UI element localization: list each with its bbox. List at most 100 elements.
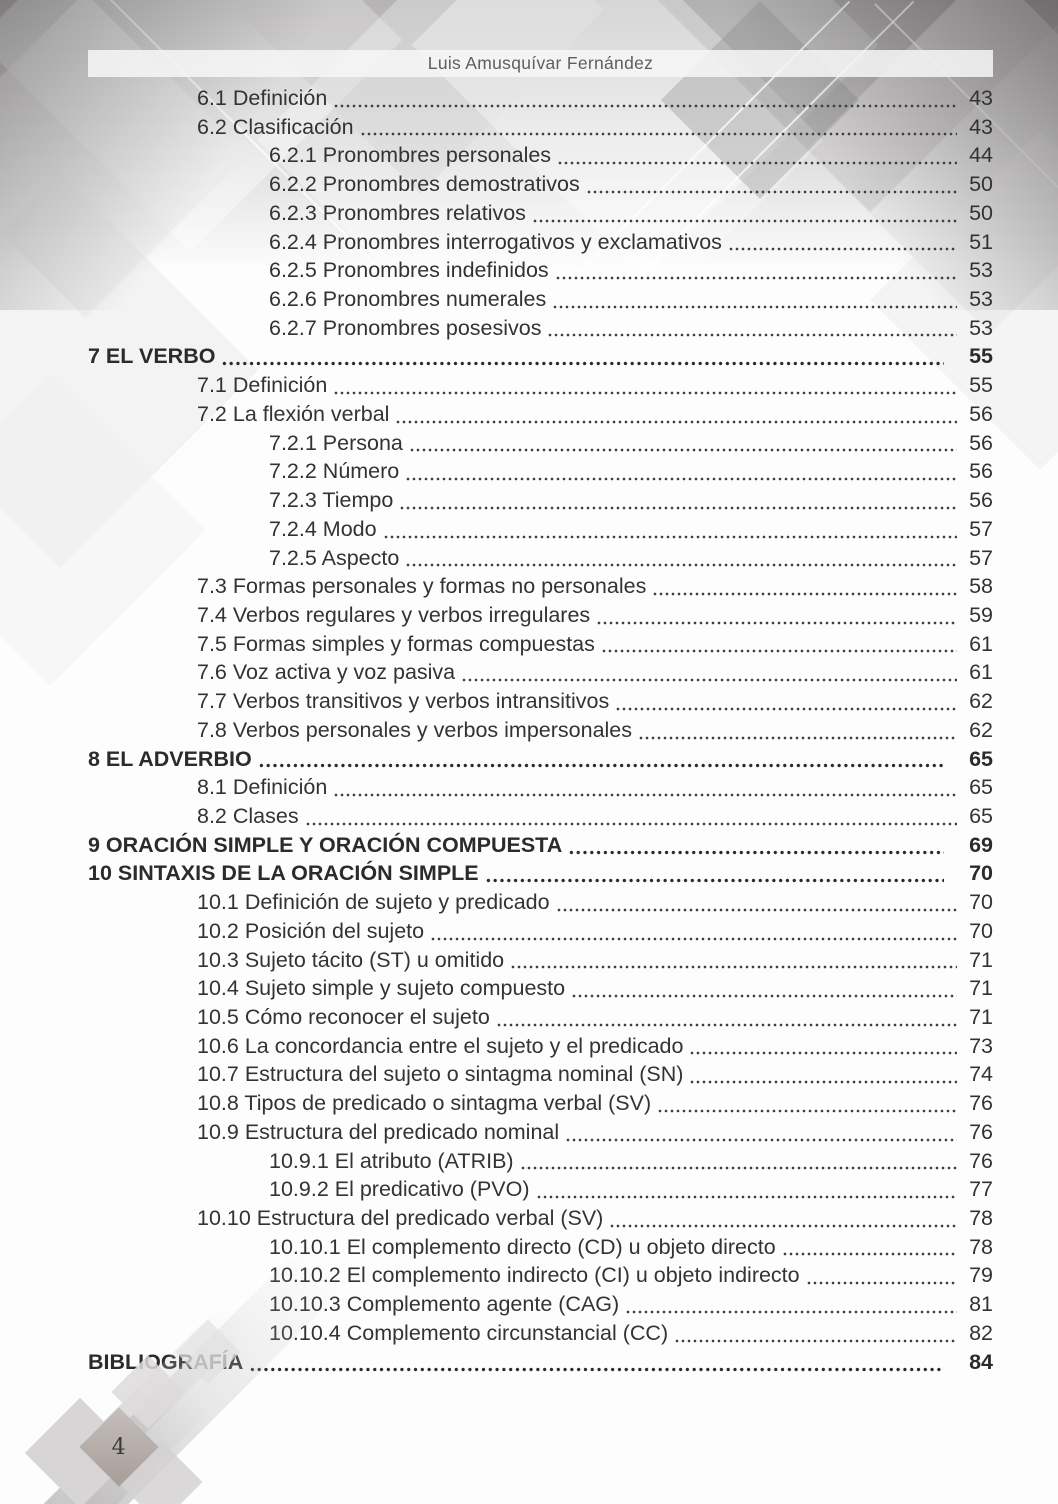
- toc-entry-page: 55: [969, 373, 993, 398]
- dotted-leader: [382, 516, 957, 546]
- toc-entry-page: 69: [969, 832, 993, 857]
- toc-entry: 10.9.1 El atributo (ATRIB) 76: [0, 1148, 993, 1178]
- diamond-shape: [117, 1439, 203, 1504]
- toc-entry-page: 55: [969, 344, 993, 369]
- toc-entry-page: 61: [969, 631, 993, 656]
- dotted-leader: [625, 1292, 957, 1321]
- toc-entry-label: 10.10.4 Complemento circunstancial (CC): [269, 1320, 669, 1345]
- toc-entry-label: 6.2.4 Pronombres interrogativos y exclam…: [269, 229, 722, 254]
- running-header: Luis Amusquívar Fernández: [88, 50, 993, 77]
- toc-entry-page: 78: [969, 1206, 993, 1231]
- dotted-leader: [221, 344, 944, 374]
- toc-entry-label: 6.2.7 Pronombres posesivos: [269, 315, 542, 340]
- toc-entry-page: 61: [969, 660, 993, 685]
- dotted-leader: [333, 775, 957, 804]
- toc-entry-label: 10.10.2 El complemento indirecto (CI) u …: [269, 1263, 800, 1288]
- toc-entry-page: 53: [969, 258, 993, 283]
- diagonal-band: [77, 1367, 233, 1504]
- toc-entry: 6.2.7 Pronombres posesivos 53: [0, 315, 993, 345]
- dotted-leader: [600, 631, 957, 661]
- toc-entry-label: 10.4 Sujeto simple y sujeto compuesto: [197, 976, 566, 1001]
- toc-entry: 10.10 Estructura del predicado verbal (S…: [0, 1206, 993, 1235]
- dotted-leader: [547, 315, 957, 345]
- toc-entry-page: 53: [969, 315, 993, 340]
- dotted-leader: [652, 574, 957, 603]
- toc-entry-page: 78: [969, 1234, 993, 1259]
- toc-entry-label: 7.1 Definición: [197, 373, 328, 398]
- toc-entry: 8.2 Clases 65: [0, 803, 993, 833]
- toc-entry-page: 71: [969, 947, 993, 972]
- toc-entry-label: 7.2.2 Número: [269, 459, 400, 484]
- toc-entry-label: 7.2.4 Modo: [269, 516, 377, 541]
- toc-entry: 6.1 Definición 43: [0, 86, 993, 115]
- toc-entry: 7.2.3 Tiempo 56: [0, 488, 993, 517]
- dotted-leader: [596, 602, 957, 632]
- diamond-shape: [24, 1397, 136, 1504]
- toc-entry: 10.10.3 Complemento agente (CAG) 81: [0, 1292, 993, 1321]
- toc-entry-page: 43: [969, 114, 993, 139]
- dotted-leader: [535, 1177, 957, 1207]
- toc-entry: 7.2.1 Persona 56: [0, 430, 993, 460]
- toc-entry: 10.5 Cómo reconocer el sujeto 71: [0, 1005, 993, 1034]
- toc-entry-label: 10.7 Estructura del sujeto o sintagma no…: [197, 1062, 684, 1087]
- toc-entry-label: 7.3 Formas personales y formas no person…: [197, 574, 647, 599]
- toc-entry-page: 73: [969, 1033, 993, 1058]
- toc-entry: 7 EL VERBO 55: [0, 344, 993, 374]
- toc-entry: 7.2.2 Número 56: [0, 459, 993, 489]
- toc-entry-label: 10.8 Tipos de predicado o sintagma verba…: [197, 1091, 652, 1116]
- toc-entry-page: 79: [969, 1263, 993, 1288]
- toc-entry: 7.2.4 Modo 57: [0, 516, 993, 546]
- toc-entry: 6.2 Clasificación 43: [0, 114, 993, 144]
- toc-entry-label: 10 SINTAXIS DE LA ORACIÓN SIMPLE: [88, 861, 479, 886]
- toc-entry-page: 74: [969, 1062, 993, 1087]
- dotted-leader: [405, 459, 957, 489]
- toc-entry: 7.4 Verbos regulares y verbos irregulare…: [0, 602, 993, 632]
- dotted-leader: [484, 861, 944, 891]
- toc-entry-page: 81: [969, 1292, 993, 1317]
- toc-entry: 6.2.3 Pronombres relativos 50: [0, 200, 993, 230]
- toc-entry-label: 10.10 Estructura del predicado verbal (S…: [197, 1206, 604, 1231]
- toc-entry: 7.2 La flexión verbal 56: [0, 401, 993, 431]
- toc-entry: BIBLIOGRAFÍA 84: [0, 1349, 993, 1379]
- dotted-leader: [727, 229, 957, 259]
- toc-entry-page: 57: [969, 516, 993, 541]
- toc-entry-label: 10.9.1 El atributo (ATRIB): [269, 1148, 514, 1173]
- toc-entry-label: 10.5 Cómo reconocer el sujeto: [197, 1005, 490, 1029]
- toc-entry-label: 10.2 Posición del sujeto: [197, 918, 425, 943]
- toc-entry-page: 71: [969, 976, 993, 1001]
- toc-entry-label: 10.1 Definición de sujeto y predicado: [197, 890, 550, 915]
- dotted-leader: [689, 1033, 957, 1063]
- dotted-leader: [531, 200, 957, 230]
- toc-entry-page: 62: [969, 689, 993, 714]
- dotted-leader: [249, 1349, 944, 1379]
- dotted-leader: [568, 832, 944, 862]
- toc-entry-label: 10.9 Estructura del predicado nominal: [197, 1119, 560, 1144]
- page-number-diamond: 4: [79, 1407, 159, 1487]
- dotted-leader: [585, 172, 957, 201]
- toc-entry: 10.6 La concordancia entre el sujeto y e…: [0, 1033, 993, 1063]
- dotted-leader: [565, 1119, 957, 1149]
- toc-entry-page: 53: [969, 287, 993, 312]
- toc-entry: 10.8 Tipos de predicado o sintagma verba…: [0, 1091, 993, 1120]
- toc-entry: 6.2.2 Pronombres demostrativos 50: [0, 172, 993, 201]
- dotted-leader: [408, 430, 957, 460]
- toc-entry-label: 6.2.6 Pronombres numerales: [269, 287, 547, 312]
- toc-entry-label: 8 EL ADVERBIO: [88, 746, 252, 771]
- toc-entry: 6.2.5 Pronombres indefinidos 53: [0, 258, 993, 288]
- dotted-leader: [638, 717, 957, 747]
- dotted-leader: [333, 373, 957, 402]
- toc-entry-page: 71: [969, 1005, 993, 1029]
- toc-entry-page: 56: [969, 430, 993, 455]
- toc-entry: 8 EL ADVERBIO 65: [0, 746, 993, 776]
- toc-entry-page: 65: [969, 746, 993, 771]
- dotted-leader: [399, 488, 957, 517]
- toc-entry-page: 76: [969, 1091, 993, 1116]
- toc-entry-label: 10.9.2 El predicativo (PVO): [269, 1177, 530, 1202]
- toc-entry-page: 59: [969, 602, 993, 627]
- toc-entry-label: 7.2.1 Persona: [269, 430, 403, 455]
- toc-entry-label: 7.2.5 Aspecto: [269, 545, 400, 570]
- toc-entry-label: 7.5 Formas simples y formas compuestas: [197, 631, 595, 656]
- toc-entry: 10.10.4 Complemento circunstancial (CC) …: [0, 1320, 993, 1350]
- toc-entry: 10.9.2 El predicativo (PVO) 77: [0, 1177, 993, 1207]
- dotted-leader: [615, 689, 957, 718]
